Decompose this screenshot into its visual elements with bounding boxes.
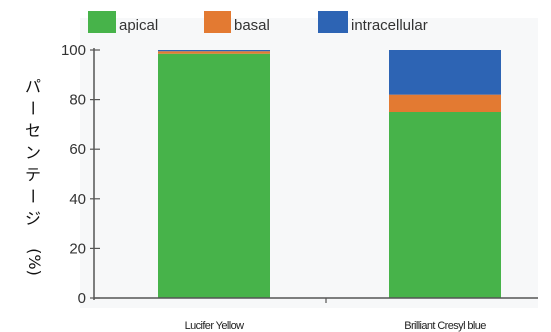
y-ticks: 0 20 40 60 80 100 bbox=[61, 42, 100, 307]
bar-segment-intracellular bbox=[389, 50, 501, 95]
y-tick-label: 20 bbox=[69, 240, 86, 257]
y-tick-label: 0 bbox=[78, 290, 86, 307]
y-axis-label-char: (%) bbox=[25, 248, 44, 276]
x-tick-label: Brilliant Cresyl blue bbox=[404, 320, 486, 332]
y-axis-label-char: パ bbox=[25, 77, 41, 96]
y-axis-label-char: ー bbox=[23, 188, 42, 204]
legend: apical basal intracellular bbox=[88, 11, 428, 34]
legend-swatch-basal bbox=[204, 11, 231, 33]
axes bbox=[93, 48, 538, 303]
bar-segment-apical bbox=[158, 53, 270, 298]
x-tick-labels: Lucifer Yellow Brilliant Cresyl blue bbox=[185, 320, 487, 332]
y-tick-label: 100 bbox=[61, 42, 86, 59]
y-axis-label-char: ジ bbox=[25, 209, 41, 228]
y-axis-label-char: ン bbox=[25, 143, 41, 162]
legend-label: apical bbox=[119, 17, 158, 34]
bar-segment-apical bbox=[389, 112, 501, 298]
legend-label: basal bbox=[234, 17, 270, 34]
x-tick-label: Lucifer Yellow bbox=[185, 320, 245, 332]
y-tick-label: 60 bbox=[69, 141, 86, 158]
bar-segment-intracellular bbox=[158, 50, 270, 52]
y-axis-label-char: セ bbox=[25, 121, 41, 140]
y-tick-label: 40 bbox=[69, 191, 86, 208]
y-axis-label-char: ー bbox=[23, 100, 42, 116]
bar-segment-basal bbox=[389, 94, 501, 112]
bars bbox=[158, 50, 501, 298]
y-axis-label-char: テ bbox=[25, 165, 41, 184]
legend-swatch-apical bbox=[88, 11, 116, 33]
legend-label: intracellular bbox=[351, 17, 428, 34]
legend-swatch-intracellular bbox=[318, 11, 348, 33]
bar-segment-basal bbox=[158, 51, 270, 54]
y-tick-label: 80 bbox=[69, 92, 86, 109]
